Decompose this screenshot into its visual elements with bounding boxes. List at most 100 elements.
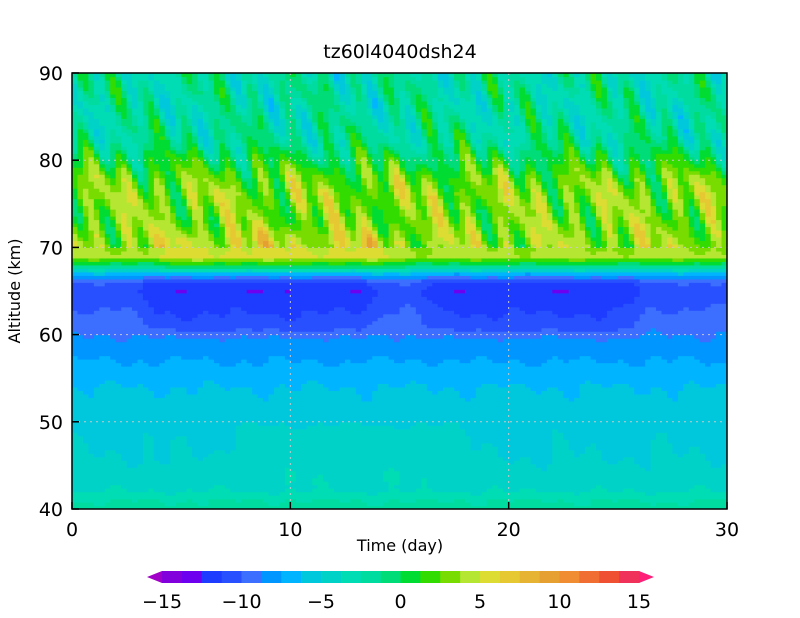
contour-cell — [694, 467, 701, 472]
contour-cell — [519, 481, 526, 486]
contour-cell — [410, 477, 417, 482]
contour-cell — [252, 421, 259, 426]
contour-cell — [579, 418, 586, 423]
contour-cell — [164, 376, 171, 381]
contour-cell — [623, 432, 630, 437]
contour-cell — [121, 474, 128, 479]
contour-cell — [339, 470, 346, 475]
contour-cell — [115, 449, 122, 454]
contour-cell — [606, 425, 613, 430]
contour-cell — [661, 456, 668, 461]
contour-cell — [601, 383, 608, 388]
contour-cell — [224, 369, 231, 374]
contour-cell — [142, 390, 150, 395]
contour-cell — [606, 481, 613, 486]
contour-cell — [634, 372, 641, 378]
contour-cell — [596, 481, 603, 486]
contour-cell — [404, 376, 412, 381]
contour-cell — [514, 372, 521, 378]
contour-cell — [590, 397, 597, 402]
contour-cell — [437, 404, 444, 409]
contour-cell — [268, 414, 275, 419]
contour-cell — [235, 369, 242, 374]
contour-cell — [88, 477, 95, 482]
contour-cell — [208, 498, 215, 503]
contour-cell — [77, 449, 84, 454]
contour-cell — [421, 428, 428, 433]
contour-cell — [563, 428, 570, 433]
contour-cell — [677, 442, 684, 447]
contour-cell — [557, 491, 564, 496]
contour-cell — [377, 400, 384, 405]
contour-cell — [372, 453, 379, 458]
contour-cell — [497, 463, 504, 468]
contour-cell — [132, 404, 139, 409]
contour-cell — [104, 414, 111, 419]
contour-cell — [612, 379, 619, 385]
contour-cell — [388, 425, 395, 430]
contour-cell — [415, 418, 422, 423]
contour-cell — [497, 505, 504, 509]
contour-cell — [99, 498, 106, 503]
contour-cell — [530, 414, 537, 419]
contour-cell — [579, 397, 586, 402]
contour-cell — [590, 407, 597, 412]
contour-cell — [301, 449, 308, 454]
contour-cell — [410, 425, 417, 430]
contour-cell — [481, 393, 488, 398]
contour-cell — [208, 390, 215, 395]
contour-cell — [426, 467, 433, 472]
contour-cell — [568, 495, 575, 500]
contour-cell — [219, 421, 226, 426]
contour-cell — [628, 407, 635, 412]
contour-cell — [492, 432, 499, 437]
contour-cell — [432, 498, 439, 503]
contour-cell — [99, 379, 106, 385]
contour-cell — [355, 439, 362, 444]
contour-cell — [224, 488, 231, 493]
contour-cell — [492, 481, 499, 486]
contour-cell — [672, 470, 679, 475]
contour-cell — [334, 379, 341, 385]
contour-cell — [432, 404, 439, 409]
contour-cell — [399, 400, 406, 405]
contour-cell — [486, 397, 493, 402]
contour-cell — [426, 442, 433, 447]
contour-cell — [525, 432, 532, 437]
contour-cell — [235, 365, 242, 371]
contour-cell — [153, 449, 160, 454]
contour-cell — [470, 453, 477, 458]
contour-cell — [672, 460, 679, 465]
contour-cell — [585, 418, 592, 423]
contour-cell — [716, 460, 723, 465]
contour-cell — [639, 383, 646, 388]
contour-cell — [235, 383, 242, 388]
contour-cell — [350, 383, 357, 388]
contour-cell — [377, 425, 384, 430]
contour-cell — [519, 470, 526, 475]
contour-cell — [377, 372, 384, 378]
contour-cell — [273, 435, 281, 440]
contour-cell — [612, 365, 619, 371]
contour-cell — [601, 474, 608, 479]
contour-cell — [563, 397, 570, 402]
contour-cell — [203, 442, 210, 447]
contour-cell — [306, 362, 313, 367]
contour-cell — [688, 502, 695, 507]
contour-cell — [153, 505, 160, 509]
contour-cell — [132, 435, 139, 440]
contour-cell — [399, 421, 406, 426]
contour-cell — [148, 467, 155, 472]
contour-cell — [153, 428, 160, 433]
contour-cell — [486, 369, 493, 374]
contour-cell — [677, 484, 684, 489]
contour-cell — [241, 477, 248, 482]
contour-cell — [153, 439, 160, 444]
contour-cell — [546, 393, 553, 398]
contour-cell — [235, 446, 242, 451]
contour-cell — [186, 460, 193, 465]
contour-cell — [181, 400, 188, 405]
contour-cell — [99, 467, 106, 472]
contour-cell — [448, 484, 455, 489]
contour-cell — [508, 467, 515, 472]
